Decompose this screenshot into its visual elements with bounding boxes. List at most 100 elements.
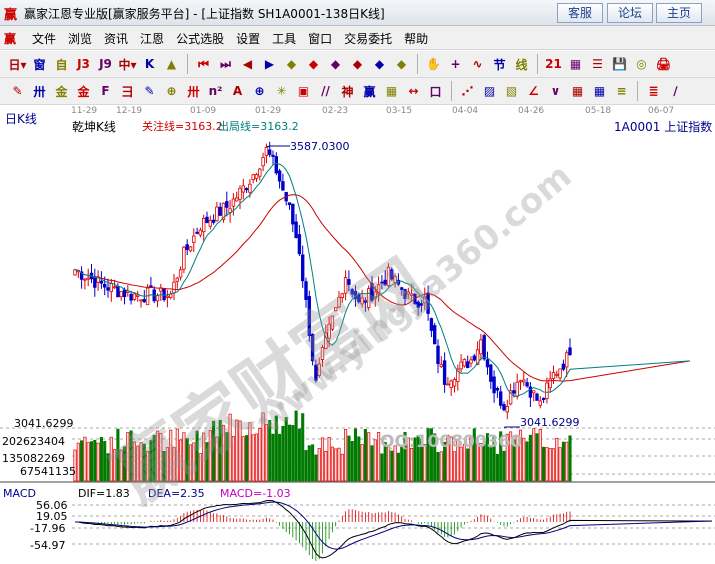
volume-bar (429, 428, 433, 482)
toolbar1-tool-9-icon[interactable]: ⏭ (220, 56, 231, 71)
toolbar1-tool-24-icon[interactable]: ▦ (569, 57, 582, 71)
toolbar1-tool-23-icon[interactable]: 21 (545, 57, 562, 71)
toolbar1-tool-13-icon[interactable]: ◆ (308, 57, 319, 71)
toolbar1-tool-4-icon[interactable]: J9 (99, 57, 112, 71)
candle-body (182, 246, 186, 270)
macd-axis-3: -17.96 (30, 522, 66, 535)
volume-bar (152, 434, 156, 482)
toolbar2-tool-8-icon[interactable]: 卅 (187, 84, 200, 99)
toolbar2-tool-10-icon[interactable]: A (232, 84, 243, 98)
menu-item-5[interactable]: 设置 (236, 32, 261, 46)
toolbar-separator (537, 54, 538, 74)
volume-bar (495, 453, 499, 482)
toolbar2-tool-29-icon[interactable]: ∕ (673, 84, 678, 98)
toolbar1-tool-12-icon[interactable]: ◆ (286, 57, 297, 71)
app-logo: 赢 (4, 8, 18, 23)
toolbar2-tool-18-icon[interactable]: ↔ (408, 84, 419, 98)
toolbar1-tool-3-icon[interactable]: J3 (77, 57, 90, 71)
toolbar1-tool-16-icon[interactable]: ◆ (374, 57, 385, 71)
toolbar1-tool-7-icon[interactable]: ▲ (166, 57, 177, 71)
toolbar2-tool-27-icon[interactable]: ≡ (616, 84, 627, 98)
toolbar1-tool-11-icon[interactable]: ▶ (264, 57, 275, 71)
toolbar2-tool-4-icon[interactable]: F (101, 84, 110, 98)
menu-item-8[interactable]: 交易委托 (344, 32, 393, 46)
toolbar2-tool-19-icon[interactable]: 口 (429, 84, 442, 99)
toolbar2-tool-20-icon[interactable]: ⋰ (461, 84, 474, 98)
toolbar2-tool-0-icon[interactable]: ✎ (12, 84, 23, 98)
toolbar2-tool-2-icon[interactable]: 金 (55, 84, 68, 99)
toolbar2-tool-13-icon[interactable]: ▣ (297, 84, 310, 98)
toolbar2-tool-7-icon[interactable]: ⊕ (166, 84, 177, 98)
toolbar1-tool-5-icon[interactable]: 中▾ (118, 57, 137, 72)
date-tick: 11-29 (71, 106, 98, 116)
kline-chart-panel[interactable]: 日K线 乾坤K线 关注线=3163.2 出局线=3163.2 1A0001 上证… (0, 106, 715, 562)
toolbar1-tool-6-icon[interactable]: K (144, 57, 155, 71)
macd-label: MACD (3, 487, 36, 500)
menu-item-4[interactable]: 公式选股 (176, 32, 225, 46)
toolbar2-tool-14-icon[interactable]: // (321, 84, 330, 98)
toolbar1-tool-2-icon[interactable]: 自 (55, 57, 68, 72)
candle-body (208, 220, 212, 227)
volume-bar (139, 442, 143, 482)
toolbar2-tool-9-icon[interactable]: n² (208, 84, 223, 98)
candle-body (462, 358, 467, 367)
toolbar1-tool-14-icon[interactable]: ◆ (330, 57, 341, 71)
toolbar2-tool-26-icon[interactable]: ▦ (593, 84, 606, 98)
toolbar2-tool-28-icon[interactable]: ≣ (648, 84, 659, 98)
toolbar1-tool-20-icon[interactable]: ∿ (472, 57, 483, 71)
toolbar2-tool-22-icon[interactable]: ▧ (505, 84, 518, 98)
toolbar2-tool-5-icon[interactable]: 彐 (121, 84, 134, 99)
volume-bar (433, 433, 437, 482)
indicator-name[interactable]: 乾坤K线 (72, 120, 116, 134)
toolbar1-tool-18-icon[interactable]: ✋ (426, 57, 441, 71)
toolbar1-tool-21-icon[interactable]: 节 (493, 57, 506, 72)
dif-line (74, 499, 713, 559)
toolbar1-tool-10-icon[interactable]: ◀ (242, 57, 253, 71)
menu-item-7[interactable]: 窗口 (308, 32, 333, 46)
toolbar2-tool-23-icon[interactable]: ∠ (528, 84, 539, 98)
toolbar1-tool-28-icon[interactable]: 🖨 (655, 57, 672, 71)
toolbar1-tool-27-icon[interactable]: ◎ (636, 57, 647, 71)
candle-body (380, 281, 384, 284)
homepage-button[interactable]: 主页 (656, 3, 702, 23)
volume-bar (172, 447, 176, 482)
menu-item-9[interactable]: 帮助 (404, 32, 429, 46)
toolbar2-tool-6-icon[interactable]: ✎ (144, 84, 155, 98)
toolbar2-tool-17-icon[interactable]: ▦ (385, 84, 398, 98)
toolbar1-tool-1-icon[interactable]: 窗 (33, 57, 46, 72)
title-bar: 赢 赢家江恩专业版[赢家服务平台] - [上证指数 SH1A0001-138日K… (0, 0, 715, 26)
toolbar1-tool-0-icon[interactable]: 日▾ (8, 57, 27, 72)
menu-item-1[interactable]: 浏览 (68, 32, 93, 46)
volume-bar (294, 410, 298, 482)
toolbar1-tool-17-icon[interactable]: ◆ (396, 57, 407, 71)
menu-item-6[interactable]: 工具 (272, 32, 297, 46)
toolbar2-tool-1-icon[interactable]: 卅 (33, 84, 46, 99)
toolbar2-tool-21-icon[interactable]: ▨ (483, 84, 496, 98)
toolbar2-tool-11-icon[interactable]: ⊕ (254, 84, 265, 98)
forum-button[interactable]: 论坛 (607, 3, 653, 23)
customer-service-button[interactable]: 客服 (557, 3, 603, 23)
volume-bar (89, 441, 94, 482)
chart-canvas[interactable] (0, 106, 715, 562)
toolbar1-tool-19-icon[interactable]: + (450, 57, 461, 71)
menu-item-3[interactable]: 江恩 (140, 32, 165, 46)
toolbar2-tool-15-icon[interactable]: 神 (341, 84, 354, 99)
volume-bar (400, 445, 404, 482)
toolbar2-tool-12-icon[interactable]: ✳ (276, 84, 287, 98)
toolbar1-tool-22-icon[interactable]: 线 (515, 57, 528, 72)
toolbar2-tool-16-icon[interactable]: 赢 (363, 84, 376, 99)
toolbar1-tool-15-icon[interactable]: ◆ (352, 57, 363, 71)
toolbar1-tool-8-icon[interactable]: ⏮ (198, 56, 209, 71)
menu-item-0[interactable]: 文件 (32, 32, 57, 46)
toolbar2-tool-24-icon[interactable]: ∨ (550, 84, 561, 98)
toolbar1-tool-26-icon[interactable]: 💾 (612, 57, 627, 71)
toolbar1-tool-25-icon[interactable]: ☰ (592, 57, 603, 71)
toolbar2-tool-3-icon[interactable]: 金 (77, 84, 90, 99)
volume-bar (383, 441, 387, 482)
volume-bar (449, 436, 453, 482)
dea-line (74, 501, 713, 550)
volume-bar (235, 419, 239, 482)
menu-item-2[interactable]: 资讯 (104, 32, 129, 46)
toolbar2-tool-25-icon[interactable]: ▦ (571, 84, 584, 98)
candle-body (561, 363, 566, 370)
